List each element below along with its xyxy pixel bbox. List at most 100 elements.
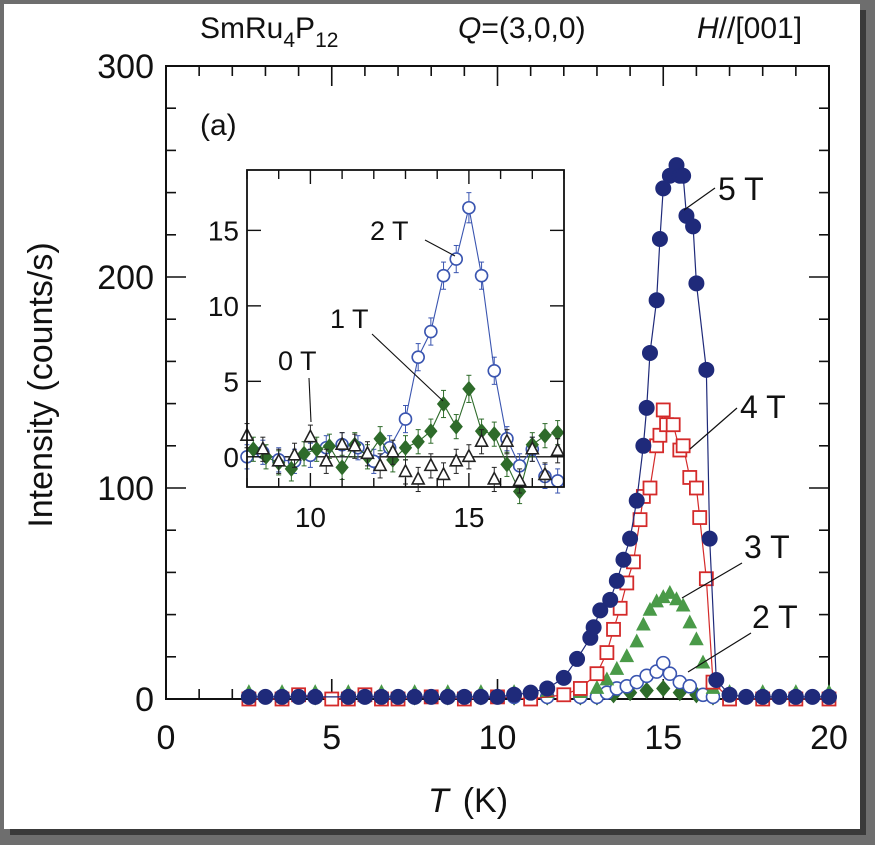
marker-open-square xyxy=(589,666,605,682)
annotation-leader-line xyxy=(687,632,752,673)
marker-open-circle xyxy=(462,200,476,215)
marker-open-square xyxy=(606,621,621,637)
data-point xyxy=(569,650,586,667)
data-point xyxy=(787,688,804,705)
chart-title-q: Q=(3,0,0) xyxy=(458,12,586,45)
marker-filled-triangle xyxy=(636,616,651,631)
data-point xyxy=(629,633,645,648)
data-point xyxy=(606,621,621,637)
marker-filled-diamond xyxy=(297,445,311,462)
marker-open-circle xyxy=(474,268,489,283)
data-point xyxy=(632,512,648,528)
marker-open-square xyxy=(655,402,671,418)
marker-filled-circle xyxy=(615,551,632,568)
marker-filled-circle xyxy=(423,688,440,705)
series-5t xyxy=(240,157,837,705)
data-point xyxy=(500,456,514,473)
annotation-leader-line xyxy=(681,562,743,599)
data-point xyxy=(689,631,704,646)
marker-filled-circle xyxy=(622,530,639,547)
data-point xyxy=(655,402,671,418)
marker-filled-circle xyxy=(641,344,658,361)
data-point xyxy=(373,430,387,447)
data-point xyxy=(240,688,257,705)
data-point xyxy=(303,428,318,443)
marker-filled-triangle xyxy=(629,633,645,648)
main-series xyxy=(240,157,837,707)
marker-open-square xyxy=(599,645,615,660)
data-point xyxy=(656,679,671,698)
marker-filled-triangle xyxy=(675,597,691,612)
marker-filled-circle xyxy=(787,688,804,705)
marker-filled-circle xyxy=(456,688,473,705)
panel-label: (a) xyxy=(200,109,237,142)
marker-filled-triangle xyxy=(609,660,625,675)
data-point xyxy=(665,417,681,433)
marker-filled-circle xyxy=(290,688,307,705)
marker-filled-triangle xyxy=(589,679,605,694)
data-point xyxy=(682,679,698,694)
data-point xyxy=(662,666,678,681)
marker-filled-circle xyxy=(585,619,602,636)
marker-filled-circle xyxy=(539,680,556,697)
marker-open-circle xyxy=(424,324,438,339)
data-point xyxy=(257,688,274,705)
marker-filled-diamond xyxy=(656,679,671,698)
data-point xyxy=(360,445,375,460)
marker-filled-diamond xyxy=(310,441,324,458)
data-point xyxy=(406,688,423,705)
marker-filled-circle xyxy=(651,231,668,248)
marker-filled-diamond xyxy=(462,380,476,397)
data-point xyxy=(550,442,565,457)
data-point xyxy=(589,666,605,682)
marker-filled-circle xyxy=(698,361,715,378)
inset-plot: 10 15 0 5 10 15 2 T 1 T 0 T xyxy=(208,169,565,533)
data-point xyxy=(622,530,639,547)
y-axis-label: Intensity (counts/s) xyxy=(22,242,60,527)
marker-open-circle xyxy=(682,679,698,694)
chart-title: SmRu4P12 xyxy=(200,12,338,52)
data-point xyxy=(771,688,788,705)
data-point xyxy=(638,399,655,416)
data-point xyxy=(290,688,307,705)
data-point xyxy=(675,167,692,184)
marker-filled-diamond xyxy=(487,426,501,443)
marker-open-triangle xyxy=(287,446,302,461)
marker-open-square xyxy=(675,438,691,454)
data-point xyxy=(287,446,302,461)
data-point xyxy=(424,324,438,339)
inset-y-tick-label: 5 xyxy=(223,366,239,397)
marker-filled-circle xyxy=(738,688,755,705)
data-point xyxy=(701,530,718,547)
data-point xyxy=(255,440,271,455)
data-point xyxy=(538,427,552,444)
chart-title-h: H//[001] xyxy=(697,12,802,45)
data-point xyxy=(522,684,539,701)
marker-open-triangle xyxy=(474,433,489,448)
marker-open-triangle xyxy=(537,466,553,481)
marker-open-square xyxy=(556,687,572,703)
marker-filled-circle xyxy=(602,591,619,608)
inset-annotations: 2 T 1 T 0 T xyxy=(278,216,456,423)
marker-filled-circle xyxy=(638,399,655,416)
data-point xyxy=(602,591,619,608)
data-point xyxy=(572,681,588,696)
marker-open-triangle xyxy=(347,437,363,452)
inset-series xyxy=(239,192,565,505)
marker-open-circle xyxy=(411,350,425,364)
x-axis-label: T (K) xyxy=(428,782,508,820)
x-tick-label: 15 xyxy=(644,719,682,757)
data-point xyxy=(474,433,489,448)
marker-filled-circle xyxy=(439,688,456,705)
data-point xyxy=(462,380,476,397)
data-point xyxy=(642,480,658,496)
data-point xyxy=(489,688,506,705)
data-point xyxy=(639,681,654,700)
y-tick-label: 300 xyxy=(97,48,154,86)
data-point xyxy=(423,688,440,705)
marker-filled-triangle xyxy=(682,614,698,629)
data-point xyxy=(556,687,572,703)
data-point xyxy=(390,688,407,705)
marker-open-triangle xyxy=(334,436,350,451)
